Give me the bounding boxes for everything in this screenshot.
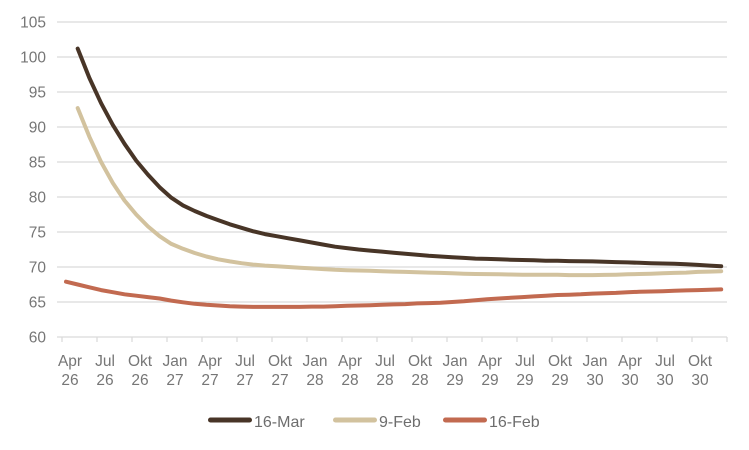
- x-axis-tick-label-month: Apr: [198, 353, 222, 370]
- x-axis-tick-label-month: Apr: [478, 353, 502, 370]
- y-axis-tick-label: 90: [29, 120, 47, 137]
- x-axis-tick-label-year: 28: [376, 372, 393, 389]
- series-line-9-feb: [75, 106, 724, 278]
- series-line-16-mar: [75, 46, 724, 269]
- x-axis-tick-label-year: 30: [621, 372, 639, 389]
- x-axis-tick-label-year: 29: [446, 372, 463, 389]
- x-axis-tick-label-month: Okt: [408, 353, 433, 370]
- y-axis-tick-label: 105: [20, 15, 46, 32]
- y-axis-tick-label: 80: [29, 190, 47, 207]
- x-axis-tick-label-year: 26: [131, 372, 148, 389]
- y-axis-tick-label: 85: [29, 155, 46, 172]
- x-axis-tick-label-year: 29: [516, 372, 533, 389]
- x-axis-tick-label-year: 30: [656, 372, 674, 389]
- legend-label-9-feb: 9-Feb: [379, 414, 421, 431]
- x-axis-tick-label-year: 27: [166, 372, 183, 389]
- y-axis-tick-label: 70: [29, 260, 47, 277]
- x-axis-tick-label-month: Jul: [515, 353, 535, 370]
- x-axis-tick-label-month: Apr: [618, 353, 642, 370]
- legend-label-16-mar: 16-Mar: [254, 414, 305, 431]
- x-axis-tick-label-month: Apr: [338, 353, 362, 370]
- x-axis-tick-label-month: Jan: [303, 353, 328, 370]
- legend-swatch-16-feb: [443, 417, 487, 423]
- y-axis-tick-label: 75: [29, 225, 46, 242]
- x-axis-tick-label-year: 28: [341, 372, 358, 389]
- x-axis-tick-label-month: Okt: [688, 353, 713, 370]
- y-axis-tick-label: 95: [29, 85, 46, 102]
- y-axis-tick-label: 65: [29, 295, 46, 312]
- legend-swatch-16-mar: [208, 417, 252, 423]
- y-axis-tick-label: 60: [29, 330, 47, 347]
- legend-swatch-9-feb: [333, 417, 377, 423]
- x-axis-tick-label-month: Apr: [58, 353, 82, 370]
- y-axis-tick-label: 100: [20, 50, 46, 67]
- legend-label-16-feb: 16-Feb: [489, 414, 540, 431]
- x-axis-tick-label-year: 27: [201, 372, 218, 389]
- x-axis-tick-label-year: 30: [691, 372, 709, 389]
- x-axis-tick-label-month: Jan: [443, 353, 468, 370]
- x-axis-tick-label-month: Jul: [375, 353, 395, 370]
- x-axis-tick-label-month: Jul: [235, 353, 255, 370]
- x-axis-tick-label-year: 26: [61, 372, 78, 389]
- x-axis-tick-label-month: Okt: [548, 353, 573, 370]
- x-axis-tick-label-year: 27: [271, 372, 288, 389]
- x-axis-tick-label-month: Okt: [268, 353, 293, 370]
- x-axis-tick-label-year: 28: [306, 372, 323, 389]
- x-axis-tick-label-year: 29: [481, 372, 498, 389]
- x-axis-tick-label-month: Jan: [163, 353, 188, 370]
- x-axis-tick-label-year: 28: [411, 372, 428, 389]
- series-line-16-feb: [64, 279, 724, 309]
- x-axis-tick-label-year: 27: [236, 372, 253, 389]
- x-axis-tick-label-month: Jul: [95, 353, 115, 370]
- x-axis-tick-label-year: 30: [586, 372, 604, 389]
- x-axis-tick-label-month: Jan: [583, 353, 608, 370]
- x-axis-tick-label-month: Jul: [655, 353, 675, 370]
- x-axis-tick-label-year: 29: [551, 372, 568, 389]
- x-axis-tick-label-month: Okt: [128, 353, 153, 370]
- x-axis-tick-label-year: 26: [96, 372, 113, 389]
